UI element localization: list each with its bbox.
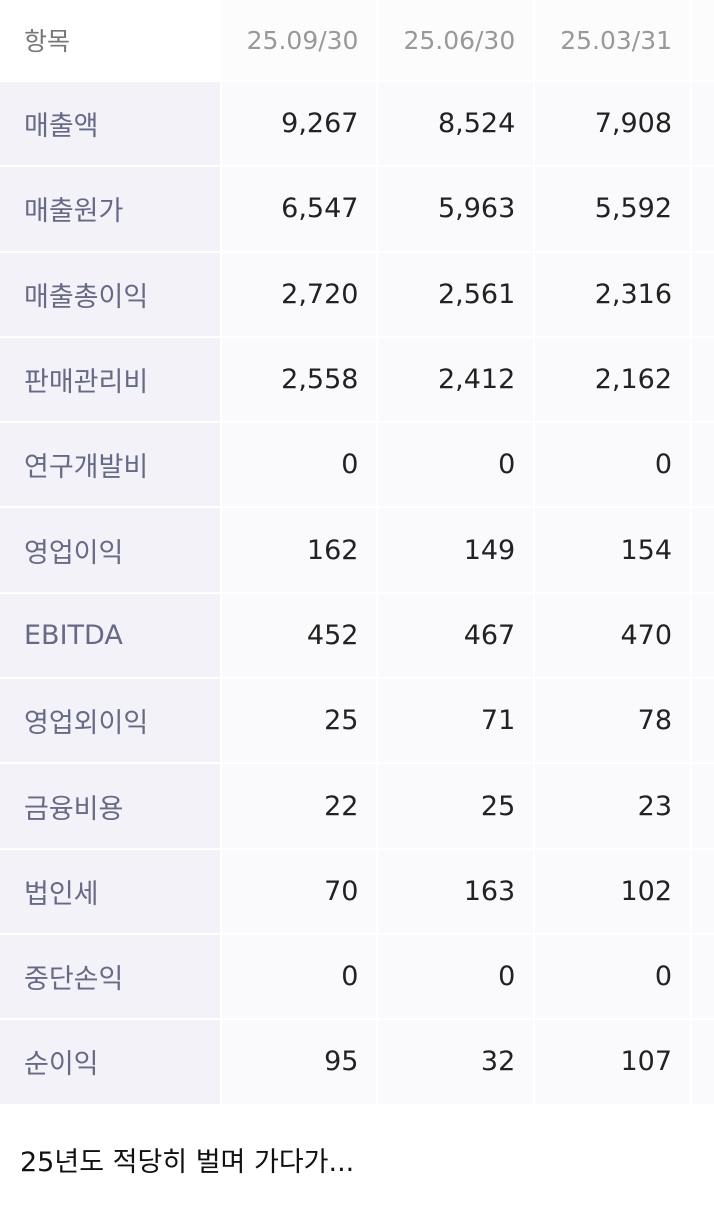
value-cell: 2,561 (378, 252, 534, 336)
spacer (692, 423, 714, 507)
value-cell: 2,412 (378, 337, 534, 422)
value-cell: 162 (221, 508, 377, 592)
row-label: EBITDA (0, 593, 220, 678)
value-cell: 154 (535, 508, 691, 592)
value-cell: 5,592 (535, 167, 691, 251)
value-cell: 9,267 (221, 82, 377, 166)
value-cell: 107 (535, 1020, 691, 1104)
value-cell: 467 (378, 593, 534, 678)
value-cell: 0 (535, 423, 691, 507)
value-cell: 2,720 (221, 252, 377, 336)
table-row: 금융비용 22 25 23 (0, 764, 714, 848)
row-label: 영업이익 (0, 508, 220, 592)
value-cell: 22 (221, 764, 377, 848)
row-label: 법인세 (0, 849, 220, 933)
value-cell: 163 (378, 849, 534, 933)
value-cell: 7,908 (535, 82, 691, 166)
caption: 25년도 적당히 벌며 가다가... (20, 1147, 355, 1178)
row-label: 매출총이익 (0, 252, 220, 336)
value-cell: 2,316 (535, 252, 691, 336)
row-label: 금융비용 (0, 764, 220, 848)
header-row: 항목 25.09/30 25.06/30 25.03/31 (0, 0, 714, 80)
row-label: 영업외이익 (0, 679, 220, 763)
value-cell: 452 (221, 593, 377, 678)
value-cell: 70 (221, 849, 377, 933)
row-label: 매출액 (0, 82, 220, 166)
table-row: EBITDA 452 467 470 (0, 593, 714, 678)
table-row: 매출원가 6,547 5,963 5,592 (0, 167, 714, 251)
spacer (692, 764, 714, 848)
value-cell: 0 (378, 934, 534, 1019)
table-row: 법인세 70 163 102 (0, 849, 714, 933)
value-cell: 0 (221, 934, 377, 1019)
spacer (692, 0, 714, 80)
value-cell: 5,963 (378, 167, 534, 251)
value-cell: 95 (221, 1020, 377, 1104)
spacer (692, 337, 714, 422)
row-label: 연구개발비 (0, 423, 220, 507)
value-cell: 2,558 (221, 337, 377, 422)
row-label: 판매관리비 (0, 337, 220, 422)
header-cell: 25.06/30 (378, 0, 534, 80)
table-row: 영업외이익 25 71 78 (0, 679, 714, 763)
spacer (692, 679, 714, 763)
value-cell: 0 (535, 934, 691, 1019)
spacer (692, 934, 714, 1019)
header-cell: 항목 (0, 0, 220, 80)
value-cell: 8,524 (378, 82, 534, 166)
header-cell: 25.03/31 (535, 0, 691, 80)
value-cell: 71 (378, 679, 534, 763)
spacer (692, 1020, 714, 1104)
value-cell: 470 (535, 593, 691, 678)
value-cell: 6,547 (221, 167, 377, 251)
value-cell: 23 (535, 764, 691, 848)
row-label: 순이익 (0, 1020, 220, 1104)
spacer (692, 508, 714, 592)
spacer (692, 252, 714, 336)
table-row: 순이익 95 32 107 (0, 1020, 714, 1104)
table-row: 연구개발비 0 0 0 (0, 423, 714, 507)
table-row: 매출총이익 2,720 2,561 2,316 (0, 252, 714, 336)
spacer (692, 82, 714, 166)
spacer (692, 593, 714, 678)
value-cell: 0 (221, 423, 377, 507)
table-row: 영업이익 162 149 154 (0, 508, 714, 592)
spacer (692, 849, 714, 933)
table: 항목 25.09/30 25.06/30 25.03/31 매출액 9,267 8,524 7… (0, 0, 714, 1104)
row-label: 매출원가 (0, 167, 220, 251)
value-cell: 2,162 (535, 337, 691, 422)
table-row: 매출액 9,267 8,524 7,908 (0, 82, 714, 166)
value-cell: 32 (378, 1020, 534, 1104)
table-row: 판매관리비 2,558 2,412 2,162 (0, 337, 714, 422)
value-cell: 78 (535, 679, 691, 763)
value-cell: 0 (378, 423, 534, 507)
table-row: 중단손익 0 0 0 (0, 934, 714, 1019)
row-label: 중단손익 (0, 934, 220, 1019)
value-cell: 25 (221, 679, 377, 763)
header-cell: 25.09/30 (221, 0, 377, 80)
value-cell: 149 (378, 508, 534, 592)
value-cell: 102 (535, 849, 691, 933)
spacer (692, 167, 714, 251)
value-cell: 25 (378, 764, 534, 848)
